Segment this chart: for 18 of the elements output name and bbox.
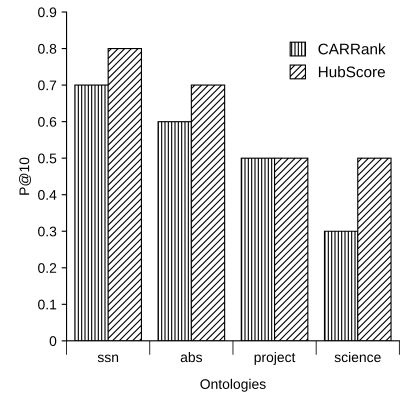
legend-label: HubScore [318,66,385,78]
x-tick-label: ssn [98,354,118,362]
x-axis-title: Ontologies [200,378,266,392]
y-tick-label: 0.9 [38,7,56,18]
x-tick-label: abs [180,352,202,362]
y-axis-title: P@10 [19,158,32,195]
y-tick-label: 0.4 [38,190,56,200]
y-tick-label: 0.2 [38,263,56,273]
y-tick-label: 0.6 [38,116,56,127]
legend-label: CARRank [318,43,386,54]
y-tick-label: 0.8 [38,44,56,54]
y-tick-label: 0.7 [38,80,56,90]
y-tick-label: 0.3 [38,226,56,236]
y-tick-label: 0.5 [38,154,56,164]
x-tick-label: science [334,352,381,362]
y-tick-label: 0.1 [38,300,56,310]
x-tick-label: project [254,352,296,365]
y-tick-label: 0 [50,336,56,346]
